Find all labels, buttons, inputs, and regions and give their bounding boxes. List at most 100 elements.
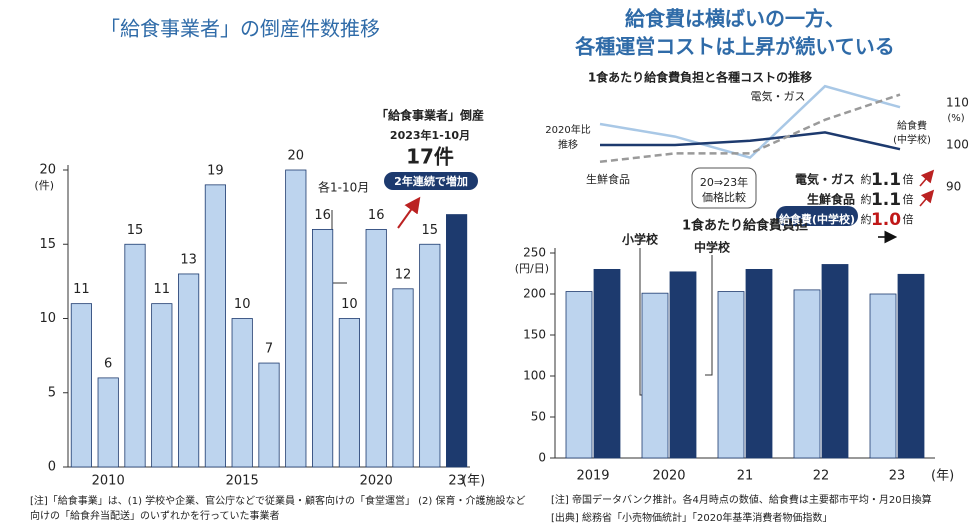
period-bracket [331, 210, 347, 284]
value-label: 6 [104, 356, 112, 371]
line [600, 131, 901, 151]
bar [365, 228, 387, 468]
compare-unit: 倍 [903, 212, 914, 226]
bar [419, 243, 441, 468]
x-tick-label: 2020 [652, 469, 685, 484]
note: [注] 帝国データバンク推計。各4月時点の数値、給食費は主要都市平均・月20日換… [551, 493, 932, 506]
up-arrow [919, 169, 935, 187]
y-unit: (円/日) [515, 262, 549, 275]
value-label: 10 [341, 297, 358, 312]
compare-ratio: 1.0 [871, 210, 901, 230]
left-title: 「給食事業者」の倒産件数推移 [100, 17, 380, 41]
y-tick-label: 10 [39, 311, 56, 326]
compare-badge [776, 206, 858, 226]
annotation: 2023年1-10月 [390, 128, 470, 142]
compare-approx: 約 [861, 192, 872, 206]
annotation: 各1-10月 [318, 180, 369, 195]
line-title: 1食あたり給食費負担と各種コストの推移 [588, 70, 812, 85]
y-tick-label: 50 [531, 410, 546, 424]
x-tick-label: 2015 [226, 474, 259, 489]
value-label: 7 [265, 342, 273, 357]
y-tick-label: 0 [538, 451, 546, 465]
value-label: 19 [207, 163, 224, 178]
value-label: 15 [422, 223, 439, 238]
legend-label: 中学校 [694, 240, 731, 255]
value-label: 15 [127, 223, 144, 238]
bar [821, 264, 849, 459]
line [599, 93, 901, 164]
badge [384, 172, 478, 190]
bar [70, 303, 92, 468]
value-label: 12 [395, 267, 412, 282]
compare-unit: 倍 [903, 192, 914, 206]
right-title: 給食費は横ばいの一方、 [625, 7, 845, 31]
compare-item: 生鮮食品 [807, 192, 855, 207]
annotation: 「給食事業者」倒産 [376, 108, 484, 123]
annotation: 2年連続で増加 [394, 174, 468, 188]
bar [593, 268, 621, 459]
value-label: 16 [314, 208, 331, 223]
compare-ratio: 1.1 [871, 170, 901, 190]
bar [151, 303, 173, 468]
x-tick-label: 2019 [576, 469, 609, 484]
x-tick-label: 2020 [360, 474, 393, 489]
series-label: (中学校) [893, 133, 931, 146]
x-tick-label: 21 [737, 469, 754, 484]
y-tick-label: 110 [946, 96, 969, 110]
y-tick-label: 250 [523, 246, 546, 260]
note: [出典] 総務省「小売物価統計」「2020年基準消費者物価指数」 [551, 511, 832, 524]
x-tick-label: 23 [448, 474, 465, 489]
value-label: 11 [73, 282, 90, 297]
bar [669, 271, 697, 459]
compare-item: 電気・ガス [795, 172, 855, 187]
value-label: 10 [234, 297, 251, 312]
increase-arrow [397, 196, 421, 229]
compare-box [691, 167, 757, 209]
annotation: 17件 [406, 145, 454, 169]
series-label: 生鮮食品 [586, 172, 630, 186]
compare-title: 20⇒23年 [700, 175, 748, 189]
compare-approx: 約 [861, 212, 872, 226]
bar [565, 291, 593, 459]
y-tick-label: 100 [523, 369, 546, 383]
bar [446, 214, 468, 468]
value-label: 20 [288, 149, 305, 164]
note: [注]「給食事業」は、(1) 学校や企業、官公庁などで従業員・顧客向けの「食堂運… [30, 494, 525, 507]
bar [178, 273, 200, 468]
x-tick-label: 2010 [92, 474, 125, 489]
right-title: 各種運営コストは上昇が続いている [574, 35, 894, 59]
y-tick-label: 5 [48, 385, 56, 400]
bar [204, 184, 226, 468]
y-tick-label: 20 [39, 163, 56, 178]
bar [97, 377, 119, 468]
legend-label: 小学校 [622, 232, 659, 247]
y-label: 推移 [558, 138, 578, 151]
compare-item: 給食費(中学校) [779, 212, 855, 226]
note: 向けの「給食弁当配送」のいずれかを行っていた事業者 [30, 509, 280, 522]
y-unit: (件) [34, 179, 54, 192]
y-tick-label: 200 [523, 287, 546, 301]
line [599, 84, 901, 159]
bar [897, 273, 925, 459]
x-unit: (年) [931, 469, 954, 484]
value-label: 13 [180, 252, 197, 267]
x-unit: (年) [462, 474, 485, 489]
bar [745, 268, 773, 459]
compare-unit: 倍 [903, 172, 914, 186]
y-tick-label: 90 [946, 180, 961, 194]
bar [392, 288, 414, 468]
value-label: 16 [368, 208, 385, 223]
y-unit: (%) [947, 113, 964, 124]
bar [231, 318, 253, 468]
x-tick-label: 22 [813, 469, 830, 484]
subtitle: 1食あたり給食費負担 [682, 218, 808, 234]
compare-title: 価格比較 [702, 190, 746, 204]
bar [793, 289, 821, 459]
y-tick-label: 100 [946, 138, 969, 152]
y-tick-label: 15 [39, 237, 56, 252]
bar [338, 318, 360, 468]
bar [285, 169, 307, 468]
bar [641, 292, 669, 459]
value-label: 11 [154, 282, 171, 297]
